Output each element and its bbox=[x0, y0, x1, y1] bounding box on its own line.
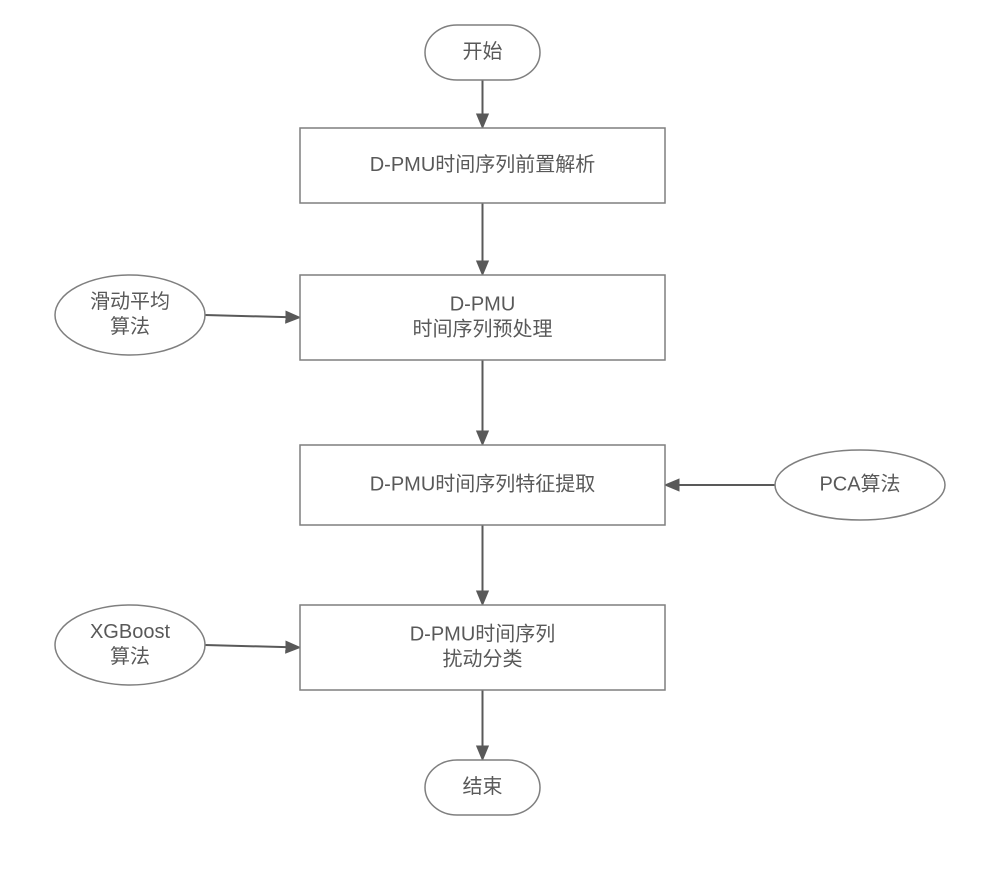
node-sliding-label: 算法 bbox=[110, 315, 150, 338]
node-end: 结束 bbox=[425, 760, 540, 815]
node-parse: D-PMU时间序列前置解析 bbox=[300, 128, 665, 203]
node-pca-label: PCA算法 bbox=[819, 472, 900, 495]
node-feature: D-PMU时间序列特征提取 bbox=[300, 445, 665, 525]
node-xgb-label: 算法 bbox=[110, 645, 150, 668]
node-xgb-label: XGBoost bbox=[90, 621, 170, 643]
node-sliding: 滑动平均算法 bbox=[55, 275, 205, 355]
node-classify: D-PMU时间序列扰动分类 bbox=[300, 605, 665, 690]
node-xgb: XGBoost算法 bbox=[55, 605, 205, 685]
node-preproc-label: D-PMU bbox=[450, 293, 516, 315]
flowchart-canvas: 开始 D-PMU时间序列前置解析 D-PMU时间序列预处理 D-PMU时间序列特征提取… bbox=[0, 0, 1000, 878]
nodes-layer: 开始 D-PMU时间序列前置解析 D-PMU时间序列预处理 D-PMU时间序列特征提取… bbox=[55, 25, 945, 815]
node-preproc: D-PMU时间序列预处理 bbox=[300, 275, 665, 360]
edge-xgb-to-classify bbox=[205, 645, 300, 648]
node-classify-label: D-PMU时间序列 bbox=[410, 622, 556, 645]
node-start: 开始 bbox=[425, 25, 540, 80]
node-feature-label: D-PMU时间序列特征提取 bbox=[370, 472, 596, 495]
edge-sliding-to-preproc bbox=[205, 315, 300, 318]
node-end-label: 结束 bbox=[463, 775, 503, 798]
node-pca: PCA算法 bbox=[775, 450, 945, 520]
node-parse-label: D-PMU时间序列前置解析 bbox=[370, 153, 596, 176]
node-sliding-label: 滑动平均 bbox=[90, 290, 170, 313]
node-classify-label: 扰动分类 bbox=[443, 647, 523, 670]
node-start-label: 开始 bbox=[463, 40, 503, 63]
node-preproc-label: 时间序列预处理 bbox=[413, 317, 553, 340]
